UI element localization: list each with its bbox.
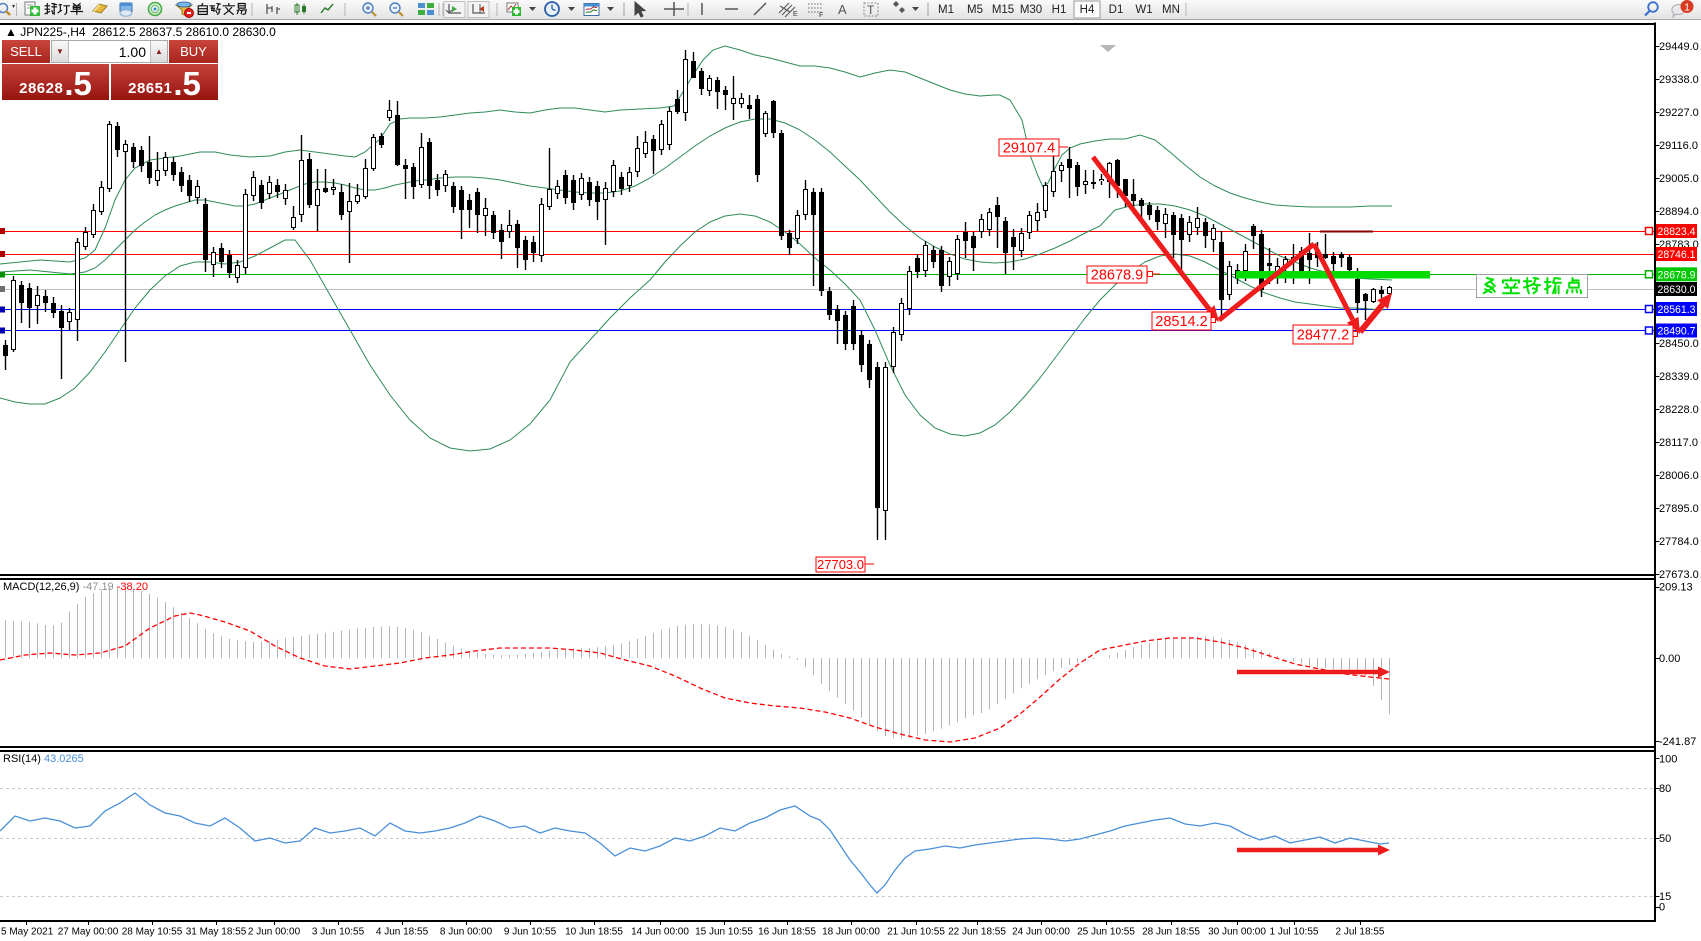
svg-text:M15: M15 bbox=[992, 4, 1014, 16]
svg-text:15: 15 bbox=[1659, 891, 1671, 903]
svg-text:28823.4: 28823.4 bbox=[1658, 226, 1696, 238]
svg-text:21 Jun 10:55: 21 Jun 10:55 bbox=[887, 927, 945, 938]
svg-text:0.00: 0.00 bbox=[1659, 653, 1680, 665]
svg-text:28894.0: 28894.0 bbox=[1659, 206, 1699, 218]
svg-text:31 May 18:55: 31 May 18:55 bbox=[186, 927, 247, 938]
svg-text:0: 0 bbox=[1659, 902, 1665, 914]
svg-text:28746.1: 28746.1 bbox=[1658, 249, 1696, 261]
svg-text:28514.2: 28514.2 bbox=[1155, 314, 1207, 330]
svg-text:8 Jun 00:00: 8 Jun 00:00 bbox=[440, 927, 493, 938]
svg-text:28 Jun 18:55: 28 Jun 18:55 bbox=[1142, 927, 1200, 938]
svg-text:1: 1 bbox=[1684, 2, 1690, 14]
svg-text:28450.0: 28450.0 bbox=[1659, 338, 1699, 350]
svg-text:50: 50 bbox=[1659, 833, 1671, 845]
svg-text:15 Jun 10:55: 15 Jun 10:55 bbox=[695, 927, 753, 938]
svg-text:29107.4: 29107.4 bbox=[1003, 141, 1055, 157]
svg-text:28561.3: 28561.3 bbox=[1658, 304, 1696, 316]
svg-text:14 Jun 00:00: 14 Jun 00:00 bbox=[631, 927, 689, 938]
svg-text:80: 80 bbox=[1659, 783, 1671, 795]
svg-text:H4: H4 bbox=[1080, 4, 1095, 16]
svg-text:28228.0: 28228.0 bbox=[1659, 404, 1699, 416]
svg-text:27784.0: 27784.0 bbox=[1659, 536, 1699, 548]
svg-text:29116.0: 29116.0 bbox=[1659, 140, 1698, 152]
svg-text:MACD(12,26,9) -47.19 -38.20: MACD(12,26,9) -47.19 -38.20 bbox=[3, 581, 148, 593]
svg-text:D1: D1 bbox=[1109, 4, 1124, 16]
svg-text:25 Jun 10:55: 25 Jun 10:55 bbox=[1077, 927, 1135, 938]
svg-text:2 Jul 18:55: 2 Jul 18:55 bbox=[1336, 927, 1385, 938]
svg-text:W1: W1 bbox=[1135, 4, 1152, 16]
svg-text:M1: M1 bbox=[938, 4, 954, 16]
svg-text:T: T bbox=[867, 3, 875, 17]
svg-text:28678.9: 28678.9 bbox=[1658, 269, 1696, 281]
svg-text:27703.0: 27703.0 bbox=[817, 557, 864, 572]
svg-text:28477.2: 28477.2 bbox=[1297, 328, 1349, 344]
svg-text:RSI(14) 43.0265: RSI(14) 43.0265 bbox=[3, 753, 84, 765]
svg-text:E: E bbox=[793, 11, 798, 18]
svg-text:29338.0: 29338.0 bbox=[1659, 74, 1699, 86]
svg-text:3 Jun 10:55: 3 Jun 10:55 bbox=[312, 927, 365, 938]
svg-text:209.13: 209.13 bbox=[1659, 582, 1693, 594]
svg-text:29449.0: 29449.0 bbox=[1659, 41, 1699, 53]
svg-text:MN: MN bbox=[1162, 4, 1180, 16]
svg-text:M30: M30 bbox=[1020, 4, 1042, 16]
svg-text:-241.87: -241.87 bbox=[1659, 736, 1696, 748]
svg-text:F: F bbox=[819, 12, 823, 19]
svg-text:5 May 2021: 5 May 2021 bbox=[1, 927, 54, 938]
svg-text:28490.7: 28490.7 bbox=[1658, 326, 1696, 338]
svg-text:27673.0: 27673.0 bbox=[1659, 569, 1699, 581]
svg-text:29227.0: 29227.0 bbox=[1659, 107, 1699, 119]
svg-text:29005.0: 29005.0 bbox=[1659, 173, 1699, 185]
svg-text:28 May 10:55: 28 May 10:55 bbox=[122, 927, 183, 938]
svg-text:22 Jun 18:55: 22 Jun 18:55 bbox=[948, 927, 1006, 938]
svg-text:H1: H1 bbox=[1052, 4, 1067, 16]
svg-text:24 Jun 00:00: 24 Jun 00:00 bbox=[1012, 927, 1070, 938]
svg-text:1 Jul 10:55: 1 Jul 10:55 bbox=[1270, 927, 1319, 938]
svg-text:27895.0: 27895.0 bbox=[1659, 503, 1699, 515]
svg-text:28678.9: 28678.9 bbox=[1091, 268, 1143, 284]
svg-text:28006.0: 28006.0 bbox=[1659, 470, 1699, 482]
svg-text:28117.0: 28117.0 bbox=[1659, 437, 1698, 449]
svg-text:A: A bbox=[838, 2, 847, 17]
svg-text:M5: M5 bbox=[967, 4, 983, 16]
svg-text:100: 100 bbox=[1659, 753, 1677, 765]
svg-text:28630.0: 28630.0 bbox=[1658, 284, 1696, 296]
svg-text:2 Jun 00:00: 2 Jun 00:00 bbox=[248, 927, 301, 938]
svg-text:28339.0: 28339.0 bbox=[1659, 371, 1699, 383]
svg-text:4 Jun 18:55: 4 Jun 18:55 bbox=[376, 927, 429, 938]
svg-text:16 Jun 18:55: 16 Jun 18:55 bbox=[758, 927, 816, 938]
svg-text:10 Jun 18:55: 10 Jun 18:55 bbox=[565, 927, 623, 938]
svg-text:18 Jun 00:00: 18 Jun 00:00 bbox=[822, 927, 880, 938]
svg-text:9 Jun 10:55: 9 Jun 10:55 bbox=[504, 927, 557, 938]
svg-text:27 May 00:00: 27 May 00:00 bbox=[58, 927, 119, 938]
svg-text:30 Jun 00:00: 30 Jun 00:00 bbox=[1208, 927, 1266, 938]
